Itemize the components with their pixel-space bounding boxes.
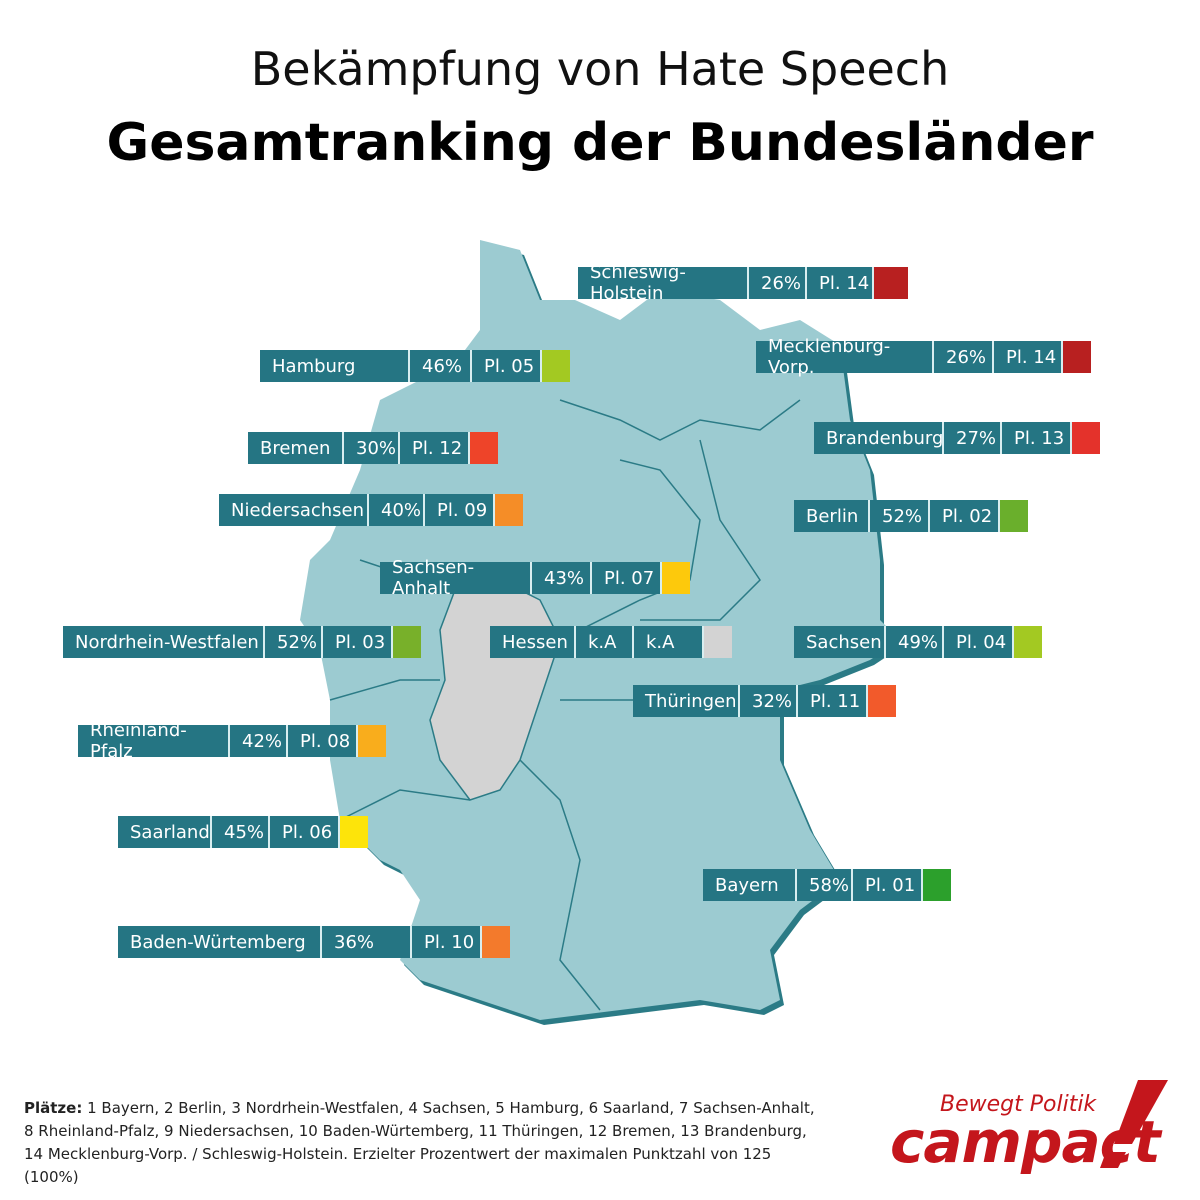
state-bar-sachsen: Sachsen 49% Pl. 04 — [794, 626, 1042, 658]
state-place: Pl. 01 — [853, 869, 923, 901]
rank-swatch — [1000, 500, 1028, 532]
state-name: Hamburg — [260, 350, 410, 382]
state-pct: 45% — [212, 816, 270, 848]
state-name: Bayern — [703, 869, 797, 901]
state-place: k.A — [634, 626, 704, 658]
state-place: Pl. 06 — [270, 816, 340, 848]
state-name: Saarland — [118, 816, 212, 848]
state-bar-thueringen: Thüringen 32% Pl. 11 — [633, 685, 896, 717]
state-name: Hessen — [490, 626, 576, 658]
state-pct: 43% — [532, 562, 592, 594]
state-bar-nordrhein-westfalen: Nordrhein-Westfalen 52% Pl. 03 — [63, 626, 421, 658]
state-name: Mecklenburg-Vorp. — [756, 336, 934, 378]
state-name: Brandenburg — [814, 422, 944, 454]
state-name: Sachsen — [794, 626, 886, 658]
state-bar-bayern: Bayern 58% Pl. 01 — [703, 869, 951, 901]
state-name: Nordrhein-Westfalen — [63, 626, 265, 658]
rank-swatch — [868, 685, 896, 717]
state-place: Pl. 10 — [412, 926, 482, 958]
state-pct: 26% — [749, 267, 807, 299]
state-name: Bremen — [248, 432, 344, 464]
state-bar-baden-wuertemberg: Baden-Würtemberg 36% Pl. 10 — [118, 926, 510, 958]
state-pct: 58% — [797, 869, 853, 901]
rank-swatch — [495, 494, 523, 526]
rank-swatch — [1014, 626, 1042, 658]
rank-swatch — [704, 626, 732, 658]
state-place: Pl. 07 — [592, 562, 662, 594]
state-name: Baden-Würtemberg — [118, 926, 322, 958]
state-place: Pl. 13 — [1002, 422, 1072, 454]
state-pct: 42% — [230, 725, 288, 757]
state-bar-berlin: Berlin 52% Pl. 02 — [794, 500, 1028, 532]
rank-swatch — [393, 626, 421, 658]
state-place: Pl. 05 — [472, 350, 542, 382]
state-bar-schleswig-holstein: Schleswig-Holstein 26% Pl. 14 — [578, 262, 908, 304]
state-name: Thüringen — [633, 685, 740, 717]
state-place: Pl. 12 — [400, 432, 470, 464]
state-pct: k.A — [576, 626, 634, 658]
state-pct: 30% — [344, 432, 400, 464]
state-place: Pl. 11 — [798, 685, 868, 717]
rank-swatch — [1063, 341, 1091, 373]
rank-swatch — [874, 267, 908, 299]
state-pct: 49% — [886, 626, 944, 658]
title: Bekämpfung von Hate Speech — [250, 42, 950, 96]
state-place: Pl. 04 — [944, 626, 1014, 658]
state-bar-niedersachsen: Niedersachsen 40% Pl. 09 — [219, 494, 523, 526]
state-place: Pl. 08 — [288, 725, 358, 757]
state-name: Berlin — [794, 500, 870, 532]
state-pct: 36% — [322, 926, 412, 958]
rank-swatch — [1072, 422, 1100, 454]
state-pct: 27% — [944, 422, 1002, 454]
exclamation-icon — [1100, 1080, 1168, 1168]
rank-swatch — [358, 725, 386, 757]
footer-label: Plätze: — [24, 1099, 83, 1117]
state-name: Niedersachsen — [219, 494, 369, 526]
state-pct: 52% — [870, 500, 930, 532]
state-place: Pl. 02 — [930, 500, 1000, 532]
state-name: Sachsen-Anhalt — [380, 557, 532, 599]
state-name: Schleswig-Holstein — [578, 262, 749, 304]
rank-swatch — [482, 926, 510, 958]
rank-swatch — [923, 869, 951, 901]
state-pct: 52% — [265, 626, 323, 658]
state-bar-sachsen-anhalt: Sachsen-Anhalt 43% Pl. 07 — [380, 557, 690, 599]
rank-swatch — [662, 562, 690, 594]
state-bar-saarland: Saarland 45% Pl. 06 — [118, 816, 368, 848]
state-bar-mecklenburg-vorp: Mecklenburg-Vorp. 26% Pl. 14 — [756, 336, 1091, 378]
subtitle: Gesamtranking der Bundesländer — [106, 113, 1094, 173]
state-place: Pl. 14 — [994, 341, 1063, 373]
state-place: Pl. 09 — [425, 494, 495, 526]
state-bar-brandenburg: Brandenburg 27% Pl. 13 — [814, 422, 1100, 454]
state-bar-rheinland-pfalz: Rheinland-Pfalz 42% Pl. 08 — [78, 720, 386, 762]
state-pct: 46% — [410, 350, 472, 382]
state-bar-bremen: Bremen 30% Pl. 12 — [248, 432, 498, 464]
footer-text: 1 Bayern, 2 Berlin, 3 Nordrhein-Westfale… — [24, 1099, 815, 1186]
state-pct: 26% — [934, 341, 994, 373]
rank-swatch — [340, 816, 368, 848]
state-bar-hamburg: Hamburg 46% Pl. 05 — [260, 350, 570, 382]
state-pct: 40% — [369, 494, 425, 526]
rank-swatch — [470, 432, 498, 464]
state-place: Pl. 03 — [323, 626, 393, 658]
rank-swatch — [542, 350, 570, 382]
state-pct: 32% — [740, 685, 798, 717]
state-name: Rheinland-Pfalz — [78, 720, 230, 762]
logo-tagline: Bewegt Politik — [940, 1092, 1097, 1117]
footer-note: Plätze: 1 Bayern, 2 Berlin, 3 Nordrhein-… — [24, 1097, 824, 1189]
state-bar-hessen: Hessen k.A k.A — [490, 626, 732, 658]
state-place: Pl. 14 — [807, 267, 874, 299]
